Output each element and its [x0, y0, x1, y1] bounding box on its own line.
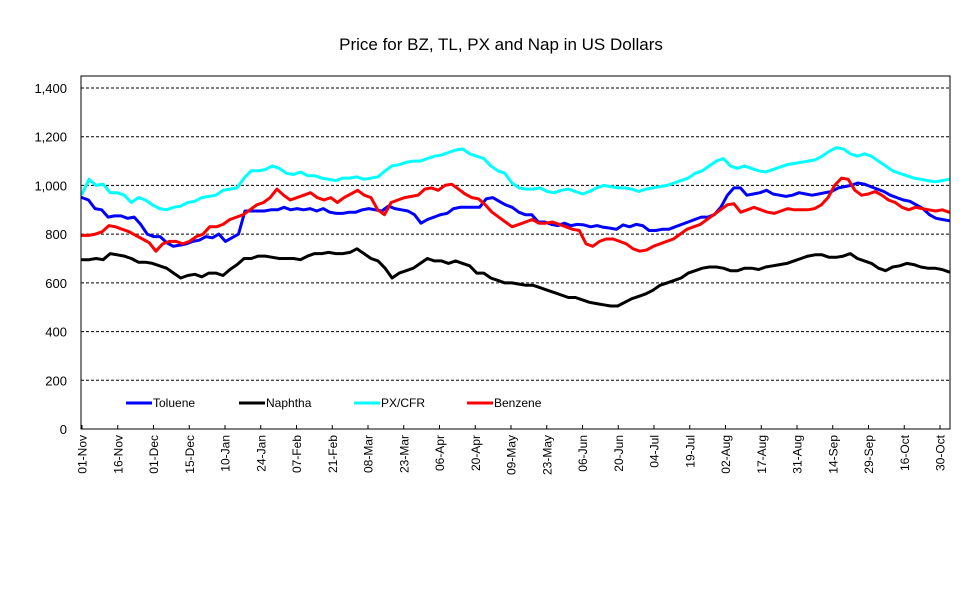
series-line-benzene [80, 176, 951, 253]
x-tick-label: 19-Jul [683, 435, 697, 468]
x-tick-label: 14-Sep [826, 435, 840, 474]
legend-item: Benzene [467, 396, 542, 410]
y-tick-label: 200 [45, 373, 67, 388]
x-tick-label: 15-Dec [183, 435, 197, 474]
legend: Toluene Naphtha PX/CFR Benzene [126, 396, 542, 410]
x-tick-label: 04-Jul [648, 435, 662, 468]
x-tick-label: 07-Feb [290, 435, 304, 473]
x-tick-label: 17-Aug [755, 435, 769, 474]
y-tick-label: 800 [45, 227, 67, 242]
legend-label: Naphtha [266, 396, 312, 410]
x-tick-label: 21-Feb [326, 435, 340, 473]
y-tick-label: 600 [45, 276, 67, 291]
legend-item: PX/CFR [354, 396, 425, 410]
y-tick-label: 1,200 [34, 130, 67, 145]
y-tick-label: 400 [45, 325, 67, 340]
x-tick-label: 31-Aug [791, 435, 805, 474]
y-axis: 0 200 400 600 800 1,000 1,200 1,400 [34, 81, 67, 437]
x-tick-label: 23-May [540, 435, 554, 475]
series-lines [80, 146, 951, 308]
x-tick-label: 20-Apr [469, 435, 483, 471]
plot-area-frame [80, 75, 951, 430]
y-tick-label: 1,000 [34, 178, 67, 193]
x-tick-label: 01-Nov [76, 435, 90, 474]
legend-label: Toluene [153, 396, 195, 410]
legend-item: Toluene [126, 396, 195, 410]
y-tick-label: 0 [60, 422, 67, 437]
legend-item: Naphtha [239, 396, 312, 410]
y-tick-label: 1,400 [34, 81, 67, 96]
x-tick-label: 29-Sep [862, 435, 876, 474]
x-tick-label: 24-Jan [254, 435, 268, 472]
series-line-px-cfr [80, 146, 951, 212]
legend-label: PX/CFR [381, 396, 425, 410]
x-tick-label: 16-Oct [898, 434, 912, 471]
series-line-toluene [80, 181, 951, 248]
x-tick-label: 23-Mar [397, 435, 411, 473]
x-tick-label: 16-Nov [111, 435, 125, 474]
x-tick-label: 10-Jan [219, 435, 233, 472]
x-tick-label: 30-Oct [934, 434, 948, 471]
x-tick-label: 02-Aug [719, 435, 733, 474]
series-line-naphtha [80, 247, 951, 308]
legend-label: Benzene [494, 396, 542, 410]
x-axis: 01-Nov 16-Nov 01-Dec 15-Dec 10-Jan 24-Jan 07-F… [76, 425, 948, 475]
x-tick-label: 20-Jun [612, 435, 626, 472]
x-tick-label: 09-May [505, 435, 519, 475]
x-tick-label: 08-Mar [362, 435, 376, 473]
x-tick-label: 06-Jun [576, 435, 590, 472]
x-tick-label: 01-Dec [147, 435, 161, 474]
x-tick-label: 06-Apr [433, 435, 447, 471]
chart-title: Price for BZ, TL, PX and Nap in US Dolla… [339, 35, 663, 54]
